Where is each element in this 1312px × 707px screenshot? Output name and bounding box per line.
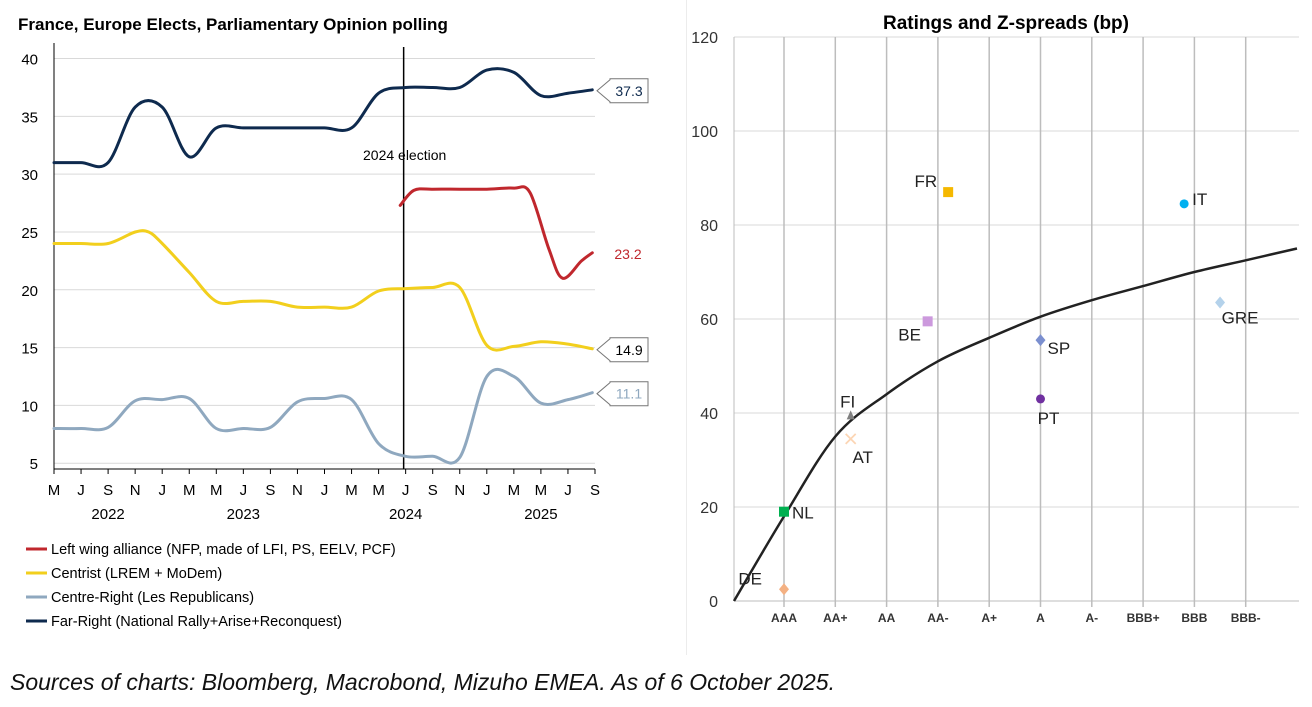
legend-label: Left wing alliance (NFP, made of LFI, PS…: [51, 542, 396, 558]
point-marker: [779, 506, 789, 517]
point-marker: [845, 433, 857, 445]
last-value-callout: [596, 381, 649, 407]
x-month-label: N: [454, 482, 465, 499]
x-month-label: M: [508, 482, 521, 499]
x-month-label: J: [240, 482, 248, 499]
ratings-chart: Ratings and Z-spreads (bp) 0 20 40 60 80 100 1…: [691, 13, 1299, 625]
polling-chart-title: France, Europe Elects, Parliamentary Opi…: [18, 15, 448, 34]
polling-chart-panel: France, Europe Elects, Parliamentary Opi…: [0, 0, 672, 655]
x-month-label: N: [130, 482, 141, 499]
x-year-label: 2022: [91, 506, 124, 523]
point-marker: [922, 316, 933, 327]
x-month-label: S: [103, 482, 113, 499]
point-label: FI: [840, 392, 855, 411]
rating-tick-label: AAA: [771, 611, 797, 625]
fitted-curve: [732, 247, 1298, 602]
last-value-label: 14.9: [615, 342, 642, 358]
x-month-label: S: [265, 482, 275, 499]
x-month-label: J: [402, 482, 410, 499]
point-marker: [1215, 296, 1226, 309]
rating-tick-label: BBB: [1181, 611, 1207, 625]
point-marker: [1036, 394, 1045, 404]
point-label: IT: [1192, 190, 1207, 209]
x-month-label: M: [372, 482, 385, 499]
y-tick-label: 30: [21, 167, 38, 184]
x-month-label: J: [158, 482, 166, 499]
series-line-3: [52, 367, 594, 465]
point-label: GRE: [1222, 309, 1259, 328]
election-annotation: 2024 election: [363, 147, 446, 163]
y-tick-label: 40: [700, 406, 718, 423]
y-tick-label: 35: [21, 109, 38, 126]
series-line-4: [52, 67, 594, 169]
point-marker: [846, 410, 855, 420]
x-year-label: 2023: [227, 506, 260, 523]
x-month-label: M: [345, 482, 358, 499]
y-tick-label: 0: [709, 594, 718, 611]
series-line-2: [52, 229, 594, 352]
y-tick-label: 25: [21, 225, 38, 242]
y-tick-label: 60: [700, 312, 718, 329]
x-month-label: N: [292, 482, 303, 499]
point-label: FR: [914, 172, 937, 191]
point-marker: [1035, 334, 1046, 347]
last-value-label: 23.2: [614, 246, 641, 262]
x-month-label: J: [564, 482, 572, 499]
rating-tick-label: AA: [878, 611, 896, 625]
x-month-label: S: [428, 482, 438, 499]
last-value-callout: [596, 78, 649, 104]
x-year-label: 2024: [389, 506, 422, 523]
x-month-label: J: [77, 482, 85, 499]
last-value-label: 37.3: [615, 83, 642, 99]
legend-label: Far-Right (National Rally+Arise+Reconque…: [51, 614, 342, 630]
y-tick-label: 10: [21, 398, 38, 415]
y-tick-label: 20: [700, 500, 718, 517]
x-month-label: M: [210, 482, 223, 499]
rating-tick-label: AA+: [823, 611, 847, 625]
point-marker: [779, 583, 789, 596]
rating-tick-label: BBB-: [1231, 611, 1261, 625]
panel-divider: [686, 0, 687, 655]
x-year-label: 2025: [524, 506, 557, 523]
last-value-label: 11.1: [616, 386, 642, 402]
x-month-label: M: [535, 482, 548, 499]
ratings-chart-panel: Ratings and Z-spreads (bp) 0 20 40 60 80 100 1…: [686, 0, 1312, 655]
x-month-label: J: [483, 482, 491, 499]
y-tick-label: 120: [691, 30, 718, 47]
y-tick-label: 15: [21, 341, 38, 358]
legend-label: Centrist (LREM + MoDem): [51, 566, 222, 582]
last-value-callout: [596, 337, 649, 363]
y-tick-label: 80: [700, 218, 718, 235]
legend-label: Centre-Right (Les Republicans): [51, 590, 254, 606]
rating-tick-label: AA-: [927, 611, 948, 625]
rating-tick-label: A+: [981, 611, 997, 625]
y-tick-label: 100: [691, 124, 718, 141]
x-month-label: S: [590, 482, 600, 499]
point-marker: [1179, 199, 1189, 209]
rating-tick-label: BBB+: [1127, 611, 1160, 625]
last-value-backdrop: [607, 242, 649, 265]
rating-tick-label: A-: [1085, 611, 1098, 625]
x-month-label: J: [321, 482, 329, 499]
point-label: SP: [1048, 339, 1071, 358]
sources-caption: Sources of charts: Bloomberg, Macrobond,…: [10, 669, 835, 695]
point-marker: [943, 187, 954, 198]
y-tick-label: 20: [21, 283, 38, 300]
ratings-chart-title: Ratings and Z-spreads (bp): [883, 13, 1129, 34]
point-label: AT: [852, 448, 872, 467]
point-label: PT: [1038, 409, 1060, 428]
y-tick-label: 40: [21, 52, 38, 69]
point-label: NL: [792, 504, 814, 523]
point-label: DE: [738, 569, 762, 588]
series-line-1: [398, 185, 594, 280]
polling-chart: France, Europe Elects, Parliamentary Opi…: [18, 15, 649, 630]
point-label: BE: [898, 325, 921, 344]
y-tick-label: 5: [30, 456, 38, 473]
x-month-label: M: [183, 482, 196, 499]
rating-tick-label: A: [1036, 611, 1045, 625]
x-month-label: M: [48, 482, 61, 499]
